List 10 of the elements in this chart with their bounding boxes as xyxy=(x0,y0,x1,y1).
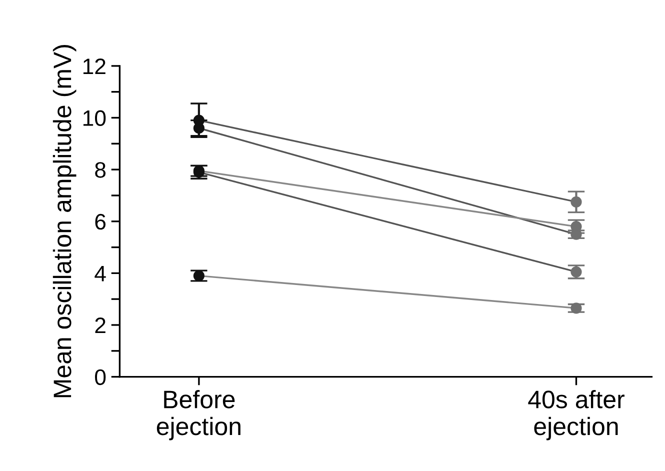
x-tick-label: 40s after ejection xyxy=(528,390,624,440)
y-tick-label: 8 xyxy=(95,162,106,178)
y-tick-label: 0 xyxy=(95,369,106,386)
y-tick-label: 6 xyxy=(95,214,106,230)
y-axis-title: Mean oscillation amplitude (mV) xyxy=(52,45,76,398)
y-tick-label: 12 xyxy=(83,58,106,74)
y-tick-label: 10 xyxy=(83,110,106,126)
y-tick-label: 2 xyxy=(95,318,106,334)
y-tick-label: 4 xyxy=(94,266,106,282)
x-tick-label: Before ejection xyxy=(156,390,240,440)
